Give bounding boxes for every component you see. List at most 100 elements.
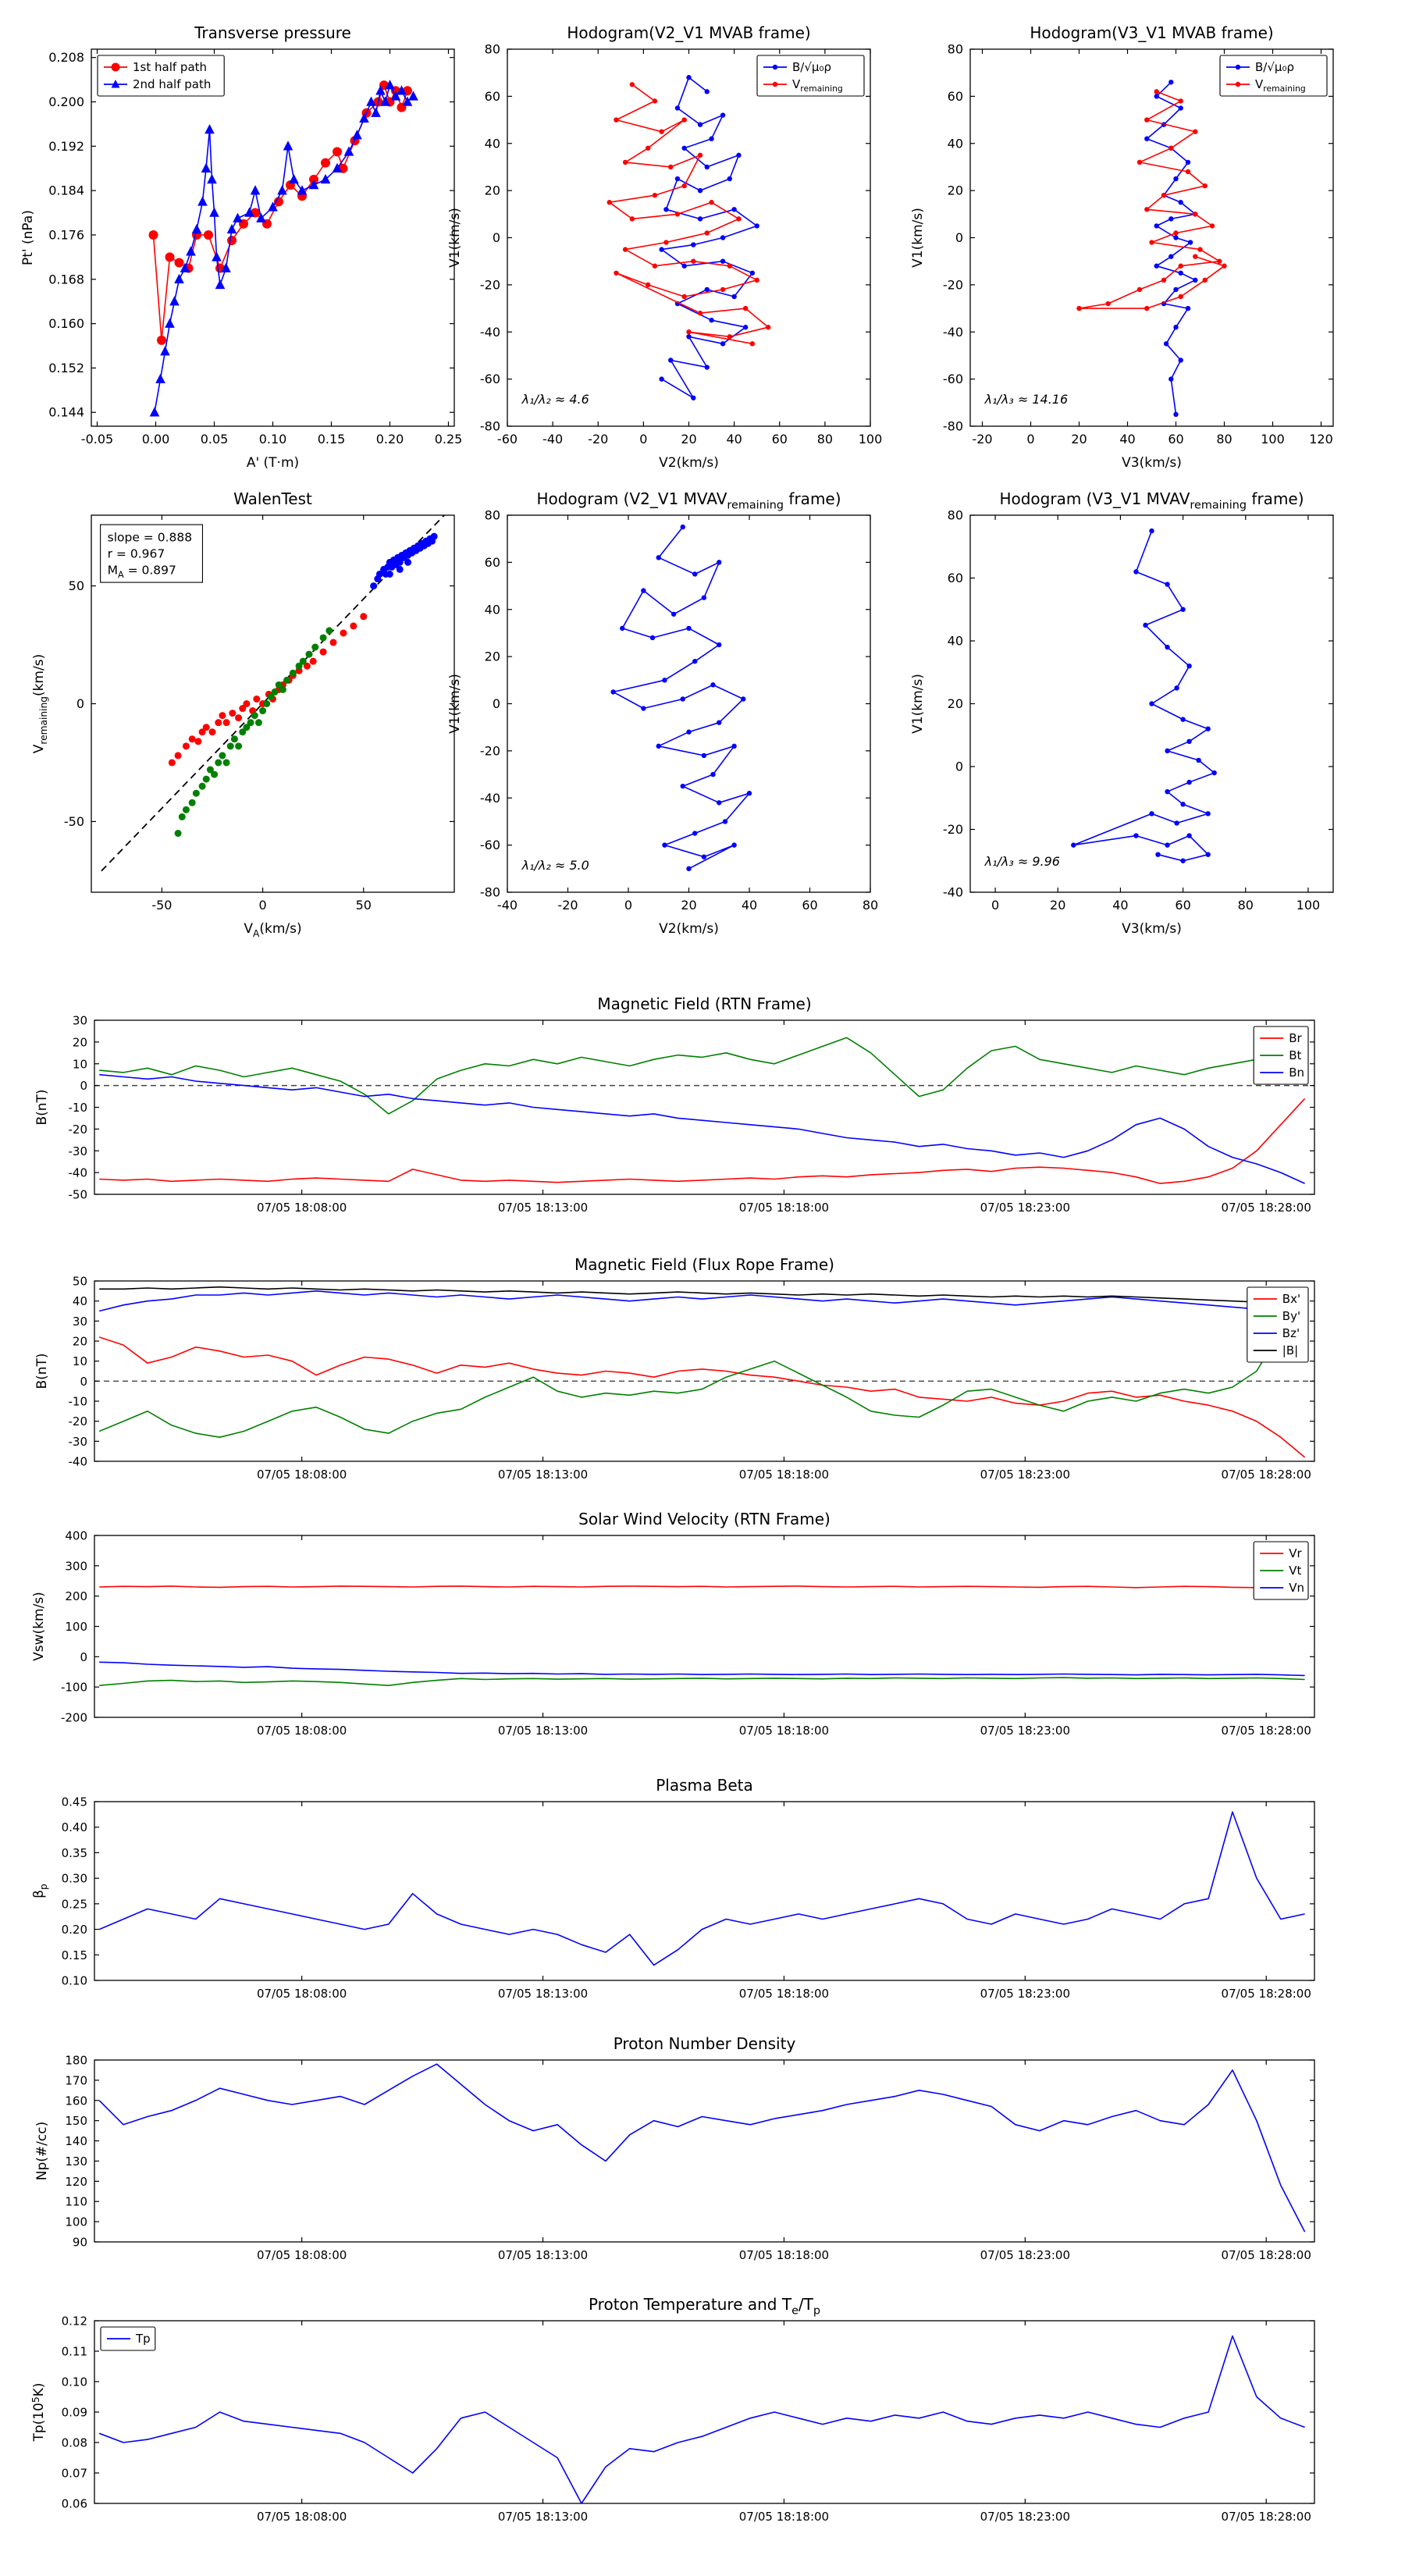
- svg-text:-40: -40: [542, 432, 563, 447]
- stats-line: MA = 0.897: [108, 564, 176, 580]
- svg-text:07/05 18:13:00: 07/05 18:13:00: [498, 2248, 588, 2262]
- annotation: λ₁/λ₂ ≈ 4.6: [521, 392, 589, 407]
- plot-title: Magnetic Field (RTN Frame): [597, 994, 811, 1013]
- series-green-points: [174, 627, 333, 838]
- svg-text:07/05 18:18:00: 07/05 18:18:00: [739, 2510, 829, 2524]
- legend: Vr Vt Vn: [1253, 1541, 1309, 1600]
- svg-text:-100: -100: [61, 1681, 87, 1695]
- legend-label: Bn: [1289, 1066, 1304, 1080]
- series-trace: [1071, 528, 1217, 863]
- svg-text:07/05 18:18:00: 07/05 18:18:00: [739, 1468, 829, 1482]
- svg-text:07/05 18:23:00: 07/05 18:23:00: [980, 2248, 1070, 2262]
- svg-text:07/05 18:18:00: 07/05 18:18:00: [739, 1987, 829, 2001]
- svg-text:07/05 18:08:00: 07/05 18:08:00: [257, 1468, 347, 1482]
- svg-text:10: 10: [73, 1057, 87, 1071]
- series-beta: [98, 1811, 1305, 1966]
- svg-text:60: 60: [1175, 898, 1190, 913]
- series-Tp: [98, 2335, 1305, 2503]
- x-axis-label: VA(km/s): [244, 921, 301, 939]
- legend-label: Br: [1289, 1031, 1302, 1045]
- series-Vr: [99, 1585, 1305, 1589]
- plot-area: [99, 1037, 1306, 1184]
- svg-text:180: 180: [65, 2054, 87, 2068]
- svg-text:0: 0: [955, 230, 963, 245]
- svg-text:0: 0: [624, 898, 632, 913]
- svg-text:-40: -40: [480, 325, 500, 340]
- stats-line: r = 0.967: [108, 547, 165, 561]
- plot-title: Transverse pressure: [194, 23, 351, 42]
- svg-text:40: 40: [485, 136, 500, 151]
- axes-ticks: 07/05 18:08:00 07/05 18:13:00 07/05 18:18:…: [62, 2314, 1314, 2524]
- svg-text:0.12: 0.12: [62, 2314, 87, 2329]
- svg-text:-20: -20: [943, 277, 963, 292]
- chart-vsw-rtn: 07/05 18:08:00 07/05 18:13:00 07/05 18:18:…: [0, 1504, 1405, 1738]
- plot-area: [99, 1585, 1305, 1686]
- svg-text:80: 80: [1216, 432, 1232, 447]
- annotation: λ₁/λ₃ ≈ 14.16: [984, 392, 1069, 407]
- svg-text:80: 80: [863, 898, 878, 913]
- plot-title: Hodogram (V2_V1 MVAVremaining frame): [536, 489, 841, 512]
- svg-text:20: 20: [681, 898, 696, 913]
- svg-text:-40: -40: [497, 898, 518, 913]
- svg-text:-10: -10: [69, 1395, 88, 1409]
- svg-text:-40: -40: [943, 325, 963, 340]
- chart-hodogram-v3v1-mvav: 0 20 40 60 80 100 -40 -20 0 20 40 60 80 Hodogram (V3_…: [879, 474, 1405, 973]
- stats-box: slope = 0.888 r = 0.967 MA = 0.897: [100, 524, 204, 583]
- svg-text:0: 0: [955, 760, 963, 774]
- legend-label: B/√μ₀ρ: [1255, 60, 1294, 74]
- svg-text:0: 0: [639, 432, 647, 447]
- svg-text:40: 40: [1119, 432, 1135, 447]
- legend-label: Bz': [1282, 1326, 1300, 1340]
- axes-ticks: 07/05 18:08:00 07/05 18:13:00 07/05 18:18:…: [65, 2054, 1314, 2262]
- svg-text:100: 100: [859, 432, 883, 447]
- svg-text:07/05 18:08:00: 07/05 18:08:00: [257, 1987, 347, 2001]
- legend-label: |B|: [1282, 1343, 1298, 1357]
- plot-area: [1071, 528, 1217, 863]
- svg-text:-20: -20: [588, 432, 608, 447]
- legend-label: B/√μ₀ρ: [792, 60, 831, 74]
- series-blue-points: [370, 532, 438, 590]
- y-axis-label: B(nT): [34, 1089, 50, 1125]
- svg-text:80: 80: [817, 432, 833, 447]
- svg-text:0: 0: [80, 1650, 87, 1664]
- svg-text:07/05 18:23:00: 07/05 18:23:00: [980, 1468, 1070, 1482]
- y-axis-label: V1(km/s): [447, 208, 463, 268]
- svg-text:0.152: 0.152: [48, 361, 84, 375]
- svg-text:100: 100: [1261, 432, 1285, 447]
- plot-area: [610, 524, 752, 872]
- svg-text:60: 60: [485, 89, 500, 104]
- chart-transverse-pressure: -0.05 0.00 0.05 0.10 0.15 0.20 0.25 0.144 0.152 0…: [0, 8, 500, 507]
- chart-mag-rtn: 07/05 18:08:00 07/05 18:13:00 07/05 18:18:…: [0, 989, 1405, 1223]
- series-Vn: [99, 1661, 1305, 1677]
- svg-text:80: 80: [948, 42, 963, 57]
- svg-text:-60: -60: [943, 372, 963, 386]
- svg-text:07/05 18:08:00: 07/05 18:08:00: [257, 1201, 347, 1215]
- svg-text:60: 60: [772, 432, 788, 447]
- svg-text:-20: -20: [557, 898, 578, 913]
- svg-text:07/05 18:08:00: 07/05 18:08:00: [257, 1724, 347, 1738]
- axes-ticks: -50 0 50 -50 0 50: [64, 515, 454, 913]
- svg-text:-40: -40: [69, 1455, 88, 1469]
- svg-text:07/05 18:28:00: 07/05 18:28:00: [1222, 1201, 1311, 1215]
- chart-proton-density: 07/05 18:08:00 07/05 18:13:00 07/05 18:18:…: [0, 2029, 1405, 2263]
- svg-text:0.35: 0.35: [62, 1846, 87, 1860]
- svg-text:07/05 18:13:00: 07/05 18:13:00: [498, 1724, 588, 1738]
- legend: Bx' By' Bz' |B|: [1247, 1286, 1309, 1363]
- plot-area: [98, 1286, 1306, 1458]
- svg-text:0: 0: [1026, 432, 1034, 447]
- legend: Br Bt Bn: [1253, 1026, 1309, 1085]
- series-V_remaining: [606, 82, 771, 347]
- plot-title: Proton Temperature and Te/Tp: [589, 2295, 820, 2318]
- svg-text:40: 40: [948, 136, 963, 151]
- svg-text:0.06: 0.06: [62, 2497, 87, 2511]
- svg-text:0: 0: [493, 230, 500, 245]
- svg-text:-20: -20: [480, 277, 500, 292]
- svg-text:07/05 18:08:00: 07/05 18:08:00: [257, 2248, 347, 2262]
- svg-text:400: 400: [65, 1529, 87, 1543]
- svg-text:07/05 18:13:00: 07/05 18:13:00: [498, 1987, 588, 2001]
- svg-text:300: 300: [65, 1559, 87, 1573]
- series-2nd half path: [149, 80, 418, 417]
- annotation: λ₁/λ₂ ≈ 5.0: [521, 858, 589, 873]
- plot-area: [98, 2335, 1305, 2503]
- legend-label: 2nd half path: [133, 77, 211, 91]
